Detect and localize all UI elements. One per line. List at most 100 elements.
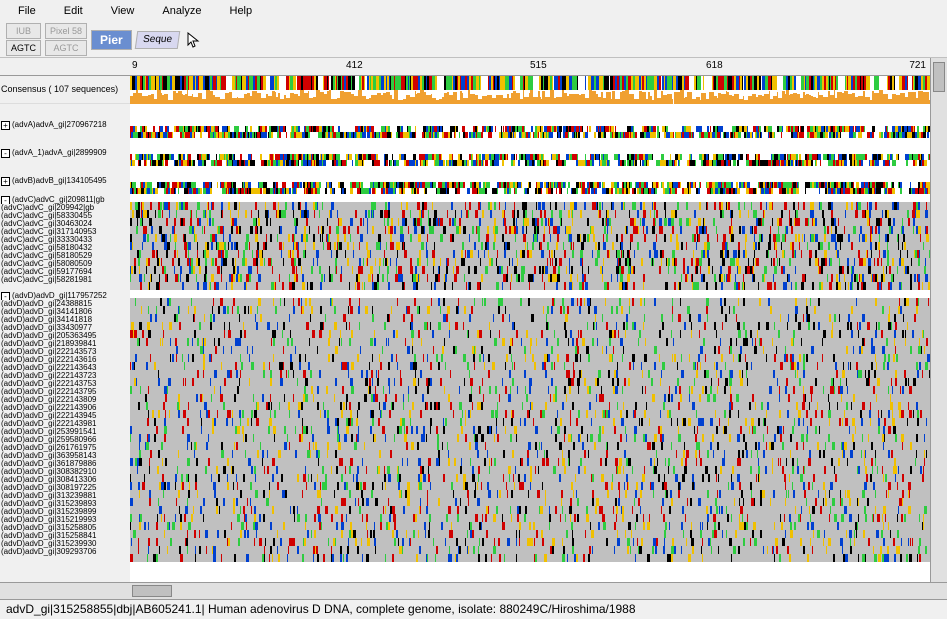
alignment-row[interactable] — [130, 394, 930, 402]
alignment-row[interactable] — [130, 242, 930, 250]
alignment-row[interactable] — [130, 338, 930, 346]
sequence-label[interactable]: (advC)advC_gi|317140953 — [0, 228, 130, 236]
sequence-label[interactable]: (advD)advD_gi|222143809 — [0, 396, 130, 404]
alignment-row[interactable] — [130, 234, 930, 242]
menu-file[interactable]: File — [6, 3, 48, 19]
alignment-row[interactable] — [130, 538, 930, 546]
sequence-label[interactable]: (advD)advD_gi|309293706 — [0, 548, 130, 556]
sequence-label[interactable]: (advD)advD_gi|222143945 — [0, 412, 130, 420]
alignment-row[interactable] — [130, 362, 930, 370]
sequence-label[interactable]: (advD)advD_gi|222143753 — [0, 380, 130, 388]
alignment-row[interactable] — [130, 370, 930, 378]
sequence-label[interactable]: -(advA_1)advA_gi|2899909 — [0, 146, 130, 160]
alignment-row[interactable] — [130, 418, 930, 426]
sequence-label[interactable]: (advD)advD_gi|222143795 — [0, 388, 130, 396]
alignment-row[interactable] — [130, 450, 930, 458]
alignment-row[interactable] — [130, 274, 930, 282]
alignment-row[interactable] — [130, 110, 930, 118]
sequence-label[interactable]: (advC)advC_gi|209942|gb — [0, 204, 130, 212]
sequence-label[interactable]: (advC)advC_gi|58281981 — [0, 276, 130, 284]
alignment-row[interactable] — [130, 474, 930, 482]
menu-help[interactable]: Help — [218, 3, 265, 19]
sequence-label[interactable]: +(advB)advB_gi|134105495 — [0, 174, 130, 188]
position-ruler[interactable]: 9 412 515 618 721 — [130, 58, 930, 76]
sequence-label[interactable]: (advD)advD_gi|315258841 — [0, 532, 130, 540]
pixel-button[interactable]: Pixel 58 — [45, 23, 87, 39]
alignment-row[interactable] — [130, 466, 930, 474]
alignment-row[interactable] — [130, 258, 930, 266]
alignment-row[interactable] — [130, 354, 930, 362]
sequence-label[interactable] — [0, 104, 130, 118]
sequence-label[interactable]: (advD)advD_gi|315258805 — [0, 524, 130, 532]
sequence-label[interactable]: (advD)advD_gi|313239881 — [0, 492, 130, 500]
sequence-label[interactable]: (advD)advD_gi|361879886 — [0, 460, 130, 468]
sequence-label[interactable]: (advC)advC_gi|59177694 — [0, 268, 130, 276]
alignment-row[interactable] — [130, 442, 930, 450]
sequence-label[interactable]: (advD)advD_gi|259580966 — [0, 436, 130, 444]
sequence-label[interactable]: (advD)advD_gi|24388815 — [0, 300, 130, 308]
sequence-label[interactable]: (advD)advD_gi|222143981 — [0, 420, 130, 428]
alignment-row[interactable] — [130, 76, 930, 90]
alignment-row[interactable] — [130, 490, 930, 498]
alignment-row[interactable] — [130, 202, 930, 210]
horizontal-scrollbar[interactable] — [0, 582, 947, 599]
alignment-row[interactable] — [130, 514, 930, 522]
sequence-label[interactable]: (advC)advC_gi|58330455 — [0, 212, 130, 220]
alignment-row[interactable] — [130, 266, 930, 274]
sequence-label[interactable]: (advD)advD_gi|34141806 — [0, 308, 130, 316]
expand-icon[interactable]: - — [1, 292, 10, 300]
sequence-label[interactable]: (advD)advD_gi|315219993 — [0, 516, 130, 524]
sequence-label[interactable]: (advD)advD_gi|253991541 — [0, 428, 130, 436]
alignment-row[interactable] — [130, 298, 930, 306]
sequence-label[interactable]: (advD)advD_gi|363958143 — [0, 452, 130, 460]
sequence-label[interactable]: (advD)advD_gi|222143723 — [0, 372, 130, 380]
alignment-row[interactable] — [130, 218, 930, 226]
sequence-label[interactable]: (advC)advC_gi|58180529 — [0, 252, 130, 260]
sequence-label[interactable]: (advD)advD_gi|315239930 — [0, 540, 130, 548]
sequence-label[interactable]: (advC)advC_gi|30463024 — [0, 220, 130, 228]
sequence-label[interactable] — [0, 132, 130, 146]
alignment-row[interactable] — [130, 118, 930, 126]
sequence-label[interactable]: (advD)advD_gi|308197225 — [0, 484, 130, 492]
sequence-label[interactable]: (advC)advC_gi|58080509 — [0, 260, 130, 268]
alignment-row[interactable] — [130, 498, 930, 506]
alignment-row[interactable] — [130, 434, 930, 442]
sequence-label[interactable]: (advC)advC_gi|33330433 — [0, 236, 130, 244]
expand-icon[interactable]: - — [1, 149, 10, 158]
alignment-row[interactable] — [130, 506, 930, 514]
sequence-label[interactable]: Consensus ( 107 sequences) — [0, 76, 130, 104]
alignment-row[interactable] — [130, 378, 930, 386]
sequence-label[interactable]: (advD)advD_gi|34141818 — [0, 316, 130, 324]
sequence-label[interactable]: (advD)advD_gi|222143573 — [0, 348, 130, 356]
alignment-row[interactable] — [130, 410, 930, 418]
alignment-row[interactable] — [130, 174, 930, 182]
alignment-row[interactable] — [130, 314, 930, 322]
expand-icon[interactable]: + — [1, 121, 10, 130]
expand-icon[interactable]: - — [1, 196, 10, 204]
sequence-label[interactable]: (advD)advD_gi|315239899 — [0, 508, 130, 516]
sequence-label[interactable] — [0, 160, 130, 174]
sequence-label[interactable]: (advD)advD_gi|33430977 — [0, 324, 130, 332]
alignment-row[interactable] — [130, 226, 930, 234]
alignment-row[interactable] — [130, 250, 930, 258]
alignment-row[interactable] — [130, 330, 930, 338]
alignment-row[interactable] — [130, 290, 930, 298]
pier-button[interactable]: Pier — [91, 30, 132, 50]
sequence-label[interactable]: -(advC)advC_gi|209811|gb — [0, 196, 130, 204]
alignment-row[interactable] — [130, 146, 930, 154]
agtc-button[interactable]: AGTC — [6, 40, 41, 56]
menu-view[interactable]: View — [99, 3, 147, 19]
menu-analyze[interactable]: Analyze — [150, 3, 213, 19]
iub-button[interactable]: IUB — [6, 23, 41, 39]
alignment-row[interactable] — [130, 546, 930, 554]
sequence-label[interactable]: +(advA)advA_gi|270967218 — [0, 118, 130, 132]
sequence-label[interactable] — [0, 284, 130, 292]
sequence-label[interactable]: (advD)advD_gi|222143616 — [0, 356, 130, 364]
alignment-row[interactable] — [130, 426, 930, 434]
sequence-label[interactable]: -(advD)advD_gi|117957252 — [0, 292, 130, 300]
agtc2-button[interactable]: AGTC — [45, 40, 87, 56]
sequence-label[interactable]: (advD)advD_gi|315239893 — [0, 500, 130, 508]
alignment-row[interactable] — [130, 402, 930, 410]
alignment-row[interactable] — [130, 194, 930, 202]
alignment-row[interactable] — [130, 386, 930, 394]
